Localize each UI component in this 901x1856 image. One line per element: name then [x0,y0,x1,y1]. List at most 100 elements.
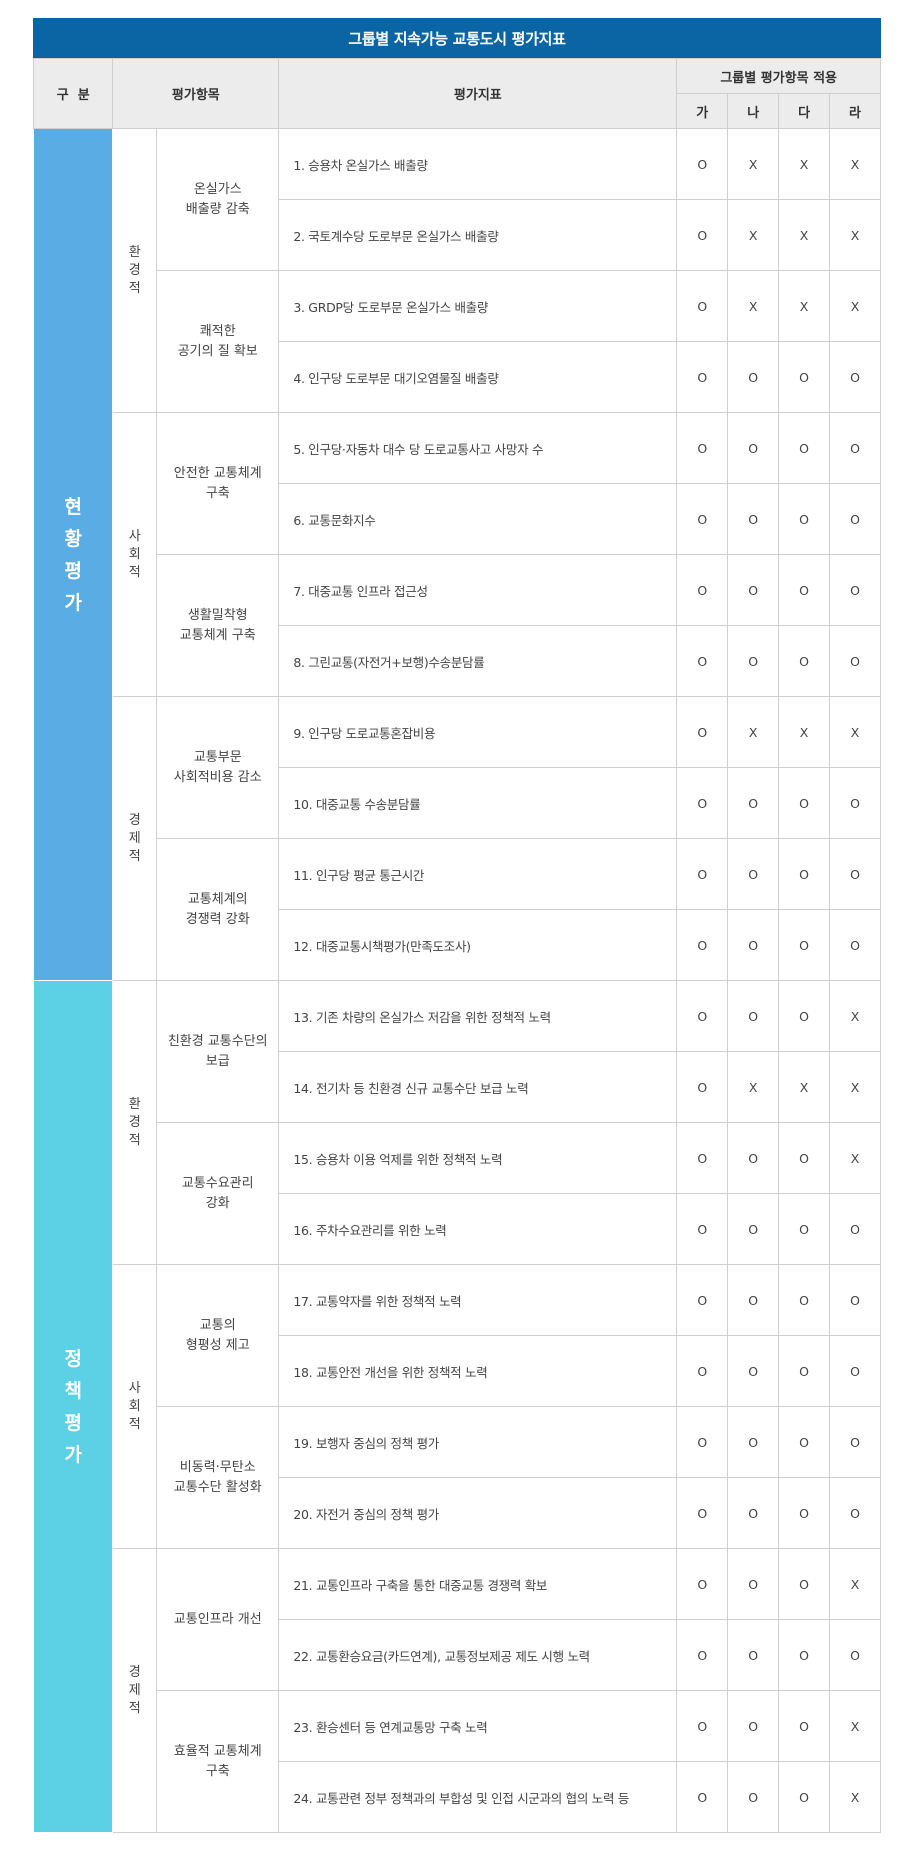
evaluation-item-cell: 생활밀착형 교통체계 구축 [156,554,280,697]
mark-ga: O [676,1335,729,1407]
evaluation-item-label: 효율적 교통체계 [173,1743,262,1759]
category-label-char: 제 [128,830,141,846]
indicator-cell: 2. 국토계수당 도로부문 온실가스 배출량 [278,199,678,271]
mark-na: O [727,625,780,697]
mark-ra: O [829,1619,881,1691]
indicator-cell: 22. 교통환승요금(카드연계), 교통정보제공 제도 시행 노력 [278,1619,678,1691]
category-label-char: 적 [128,564,141,580]
mark-da: X [778,696,831,768]
category-label-char: 경 [128,1114,141,1130]
evaluation-item-label: 교통인프라 개선 [173,1611,262,1627]
indicator-cell: 18. 교통안전 개선을 위한 정책적 노력 [278,1335,678,1407]
header-items: 평가항목 [112,58,280,129]
category-label-char: 적 [128,1132,141,1148]
evaluation-item-cell: 온실가스 배출량 감축 [156,128,280,271]
table-row: 14. 전기차 등 친환경 신규 교통수단 보급 노력 O X X X [34,1051,881,1123]
mark-da: O [778,1122,831,1194]
mark-na: O [727,1477,780,1549]
mark-ra: O [829,1477,881,1549]
mark-ra: O [829,1193,881,1265]
mark-ra: X [829,270,881,342]
mark-na: O [727,1193,780,1265]
table-row: 16. 주차수요관리를 위한 노력 O O O O [34,1193,881,1265]
table-row: 생활밀착형 교통체계 구축 7. 대중교통 인프라 접근성 O O O O [34,554,881,697]
evaluation-item-label: 구축 [205,1763,230,1779]
evaluation-item-label: 온실가스 [193,181,242,197]
mark-ga: O [676,838,729,910]
mark-ga: O [676,1690,729,1762]
mark-da: O [778,1690,831,1762]
mark-ra: X [829,980,881,1052]
evaluation-item-label: 교통부문 [193,749,242,765]
mark-ra: X [829,1122,881,1194]
mark-ga: O [676,1477,729,1549]
indicator-cell: 14. 전기차 등 친환경 신규 교통수단 보급 노력 [278,1051,678,1123]
evaluation-item-cell: 교통체계의 경쟁력 강화 [156,838,280,981]
mark-da: X [778,1051,831,1123]
mark-ga: O [676,1122,729,1194]
table-row: 비동력·무탄소 교통수단 활성화 19. 보행자 중심의 정책 평가 O O O O [34,1406,881,1549]
mark-na: O [727,1619,780,1691]
category-label-char: 적 [128,280,141,296]
table-row: 쾌적한 공기의 질 확보 3. GRDP당 도로부문 온실가스 배출량 O X X X [34,270,881,413]
table-row: 정 책 평 가 환 경 적 친환경 교통수단의 보급 13. 기존 차량의 온실가스 저감을 위한… [32,980,881,1833]
section-label-char: 평 [64,559,82,582]
mark-ga: O [676,1406,729,1478]
header-indicators: 평가지표 [278,58,678,129]
mark-ra: X [829,696,881,768]
mark-da: O [778,1406,831,1478]
category-label-char: 경 [128,1664,141,1680]
category-label-char: 적 [128,848,141,864]
header-group-ga: 가 [676,93,729,129]
indicator-cell: 10. 대중교통 수송분담률 [278,767,678,839]
mark-da: O [778,554,831,626]
mark-na: O [727,1122,780,1194]
indicator-cell: 11. 인구당 평균 통근시간 [278,838,678,910]
header-group-da: 다 [778,93,831,129]
mark-ga: O [676,1619,729,1691]
mark-ga: O [676,1548,729,1620]
category-label-char: 환 [128,1096,141,1112]
mark-ra: O [829,1406,881,1478]
evaluation-item-cell: 친환경 교통수단의 보급 [156,980,280,1123]
mark-na: X [727,199,780,271]
header-group-na: 나 [727,93,780,129]
table-row: 2. 국토계수당 도로부문 온실가스 배출량 O X X X [34,199,881,271]
mark-na: O [727,1548,780,1620]
evaluation-item-label: 친환경 교통수단의 [167,1033,268,1049]
table-row: 20. 자전거 중심의 정책 평가 O O O O [34,1477,881,1549]
indicator-cell: 19. 보행자 중심의 정책 평가 [278,1406,678,1478]
mark-da: O [778,980,831,1052]
indicator-cell: 8. 그린교통(자전거+보행)수송분담률 [278,625,678,697]
table-row: 18. 교통안전 개선을 위한 정책적 노력 O O O O [34,1335,881,1407]
table-row: 12. 대중교통시책평가(만족도조사) O O O O [34,909,881,981]
indicator-cell: 21. 교통인프라 구축을 통한 대중교통 경쟁력 확보 [278,1548,678,1620]
header-group-apply: 그룹별 평가항목 적용 [676,58,881,94]
mark-da: O [778,1548,831,1620]
evaluation-item-label: 비동력·무탄소 [179,1459,256,1475]
mark-ga: O [676,1761,729,1833]
mark-da: O [778,1477,831,1549]
mark-na: X [727,270,780,342]
section-label-char: 황 [64,527,82,550]
mark-ga: O [676,767,729,839]
indicator-cell: 20. 자전거 중심의 정책 평가 [278,1477,678,1549]
evaluation-item-cell: 비동력·무탄소 교통수단 활성화 [156,1406,280,1549]
indicator-cell: 23. 환승센터 등 연계교통망 구축 노력 [278,1690,678,1762]
indicator-cell: 3. GRDP당 도로부문 온실가스 배출량 [278,270,678,342]
mark-ra: X [829,1051,881,1123]
mark-na: O [727,1690,780,1762]
mark-ra: O [829,1264,881,1336]
table-body: 현 황 평 가 환 경 적 온실가스 배출량 감축 1. 승용차 온실가스 배출량 O X X X 2. 국… [32,128,881,1833]
table-row: 사 회 적 안전한 교통체계 구축 5. 인구당·자동차 대수 당 도로교통사고 사망자 … [34,412,881,697]
evaluation-item-label: 경쟁력 강화 [185,911,250,927]
indicator-cell: 16. 주차수요관리를 위한 노력 [278,1193,678,1265]
mark-da: O [778,1335,831,1407]
